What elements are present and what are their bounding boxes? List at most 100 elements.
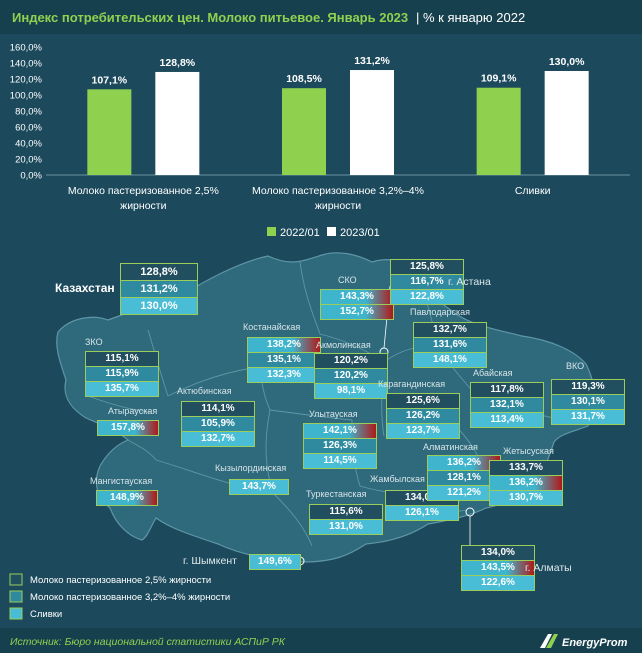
region-label-kostanay: Костанайская <box>243 322 301 332</box>
region-value: 135,1% <box>248 353 320 368</box>
region-label-aktobe: Актюбинская <box>177 386 232 396</box>
bar-2023-01-0 <box>155 71 200 175</box>
region-value: 135,7% <box>86 382 158 396</box>
country-value-1: 131,2% <box>121 281 197 298</box>
region-value: 114,1% <box>182 402 254 417</box>
region-label-zhambyl: Жамбылская <box>370 474 425 484</box>
region-value: 134,0% <box>462 546 534 561</box>
map-legend-label-1: Молоко пастеризованное 3,2%–4% жирности <box>30 592 230 603</box>
region-box-zko: 115,1% 115,9% 135,7% <box>85 351 159 397</box>
legend-swatch-2023 <box>327 227 336 236</box>
region-label-karaganda: Карагандинская <box>378 379 446 389</box>
region-value: 125,8% <box>391 260 463 275</box>
region-value: 126,3% <box>304 439 376 454</box>
legend-label-2023: 2023/01 <box>340 227 380 239</box>
bar-data-label: 107,1% <box>92 74 128 86</box>
region-box-almaty: 134,0% 143,5% 122,6% <box>461 545 535 591</box>
region-value: 105,9% <box>182 417 254 432</box>
region-label-zko: ЗКО <box>85 337 103 347</box>
region-box-aktobe: 114,1% 105,9% 132,7% <box>181 401 255 447</box>
bar-2022-01-1 <box>282 88 326 175</box>
region-box-abay: 117,8% 132,1% 113,4% <box>470 382 544 428</box>
region-box-sko: 143,3% 152,7% <box>320 289 394 320</box>
region-value: 119,3% <box>552 380 624 395</box>
region-value: 133,7% <box>490 461 562 476</box>
bar-data-label: 130,0% <box>549 56 585 68</box>
region-value: 130,7% <box>490 491 562 505</box>
bar-data-label: 109,1% <box>481 73 517 85</box>
y-tick-label: 20,0% <box>15 155 42 166</box>
region-label-almatinsk: Алматинская <box>423 442 478 452</box>
region-value: 132,3% <box>248 368 320 382</box>
region-value: 115,1% <box>86 352 158 367</box>
city-label-astana: г. Астана <box>448 276 491 288</box>
region-box-almatinsk: 136,2% 128,1% 121,2% <box>427 455 501 501</box>
legend-swatch-2022 <box>267 227 276 236</box>
y-tick-label: 40,0% <box>15 139 42 150</box>
region-value: 115,9% <box>86 367 158 382</box>
region-label-pavlodar: Павлодарская <box>410 307 470 317</box>
energyprom-logo-icon <box>540 634 558 648</box>
bar-data-label: 128,8% <box>160 57 196 69</box>
region-label-kyzylorda: Кызылординская <box>215 463 287 473</box>
region-value-shymkent: 149,6% <box>249 554 301 570</box>
region-label-ulytau: Улытауская <box>309 409 358 419</box>
region-value: 131,0% <box>310 520 382 534</box>
region-label-mangistau: Мангистауская <box>90 476 153 486</box>
region-label-turkestan: Туркестанская <box>306 489 367 499</box>
bar-2023-01-2 <box>544 71 589 175</box>
region-value: 128,1% <box>428 471 500 486</box>
region-value: 116,7% <box>391 275 463 290</box>
bar-2022-01-0 <box>87 89 132 175</box>
y-tick-label: 60,0% <box>15 123 42 134</box>
region-box-astana: 125,8% 116,7% 122,8% <box>390 259 464 305</box>
region-label-akmola: Акмолинская <box>316 340 371 350</box>
region-label-sko: СКО <box>338 275 357 285</box>
region-value: 132,7% <box>182 432 254 446</box>
bar-2023-01-1 <box>350 70 394 175</box>
region-value: 126,1% <box>386 506 458 520</box>
region-label-zhetysu: Жетысуская <box>503 446 554 456</box>
chart-subtitle: | % к январю 2022 <box>416 10 525 25</box>
region-box-turkestan: 115,6% 131,0% <box>309 504 383 535</box>
chart-title: Индекс потребительских цен. Молоко питье… <box>12 10 408 25</box>
y-tick-label: 0,0% <box>20 171 42 182</box>
bar-data-label: 108,5% <box>286 73 322 85</box>
y-tick-label: 100,0% <box>10 91 43 102</box>
region-label-vko: ВКО <box>566 361 585 371</box>
y-tick-label: 120,0% <box>10 75 43 86</box>
brand-text: EnergyProm <box>562 637 628 649</box>
region-value: 143,3% <box>321 290 393 305</box>
region-label-abay: Абайская <box>473 368 513 378</box>
map-legend-swatch-0 <box>9 573 23 586</box>
country-value-2: 130,0% <box>121 298 197 314</box>
region-value: 131,6% <box>414 338 486 353</box>
bar-data-label: 131,2% <box>354 55 390 67</box>
region-value: 138,2% <box>248 338 320 353</box>
region-box-pavlodar: 132,7% 131,6% 148,1% <box>413 322 487 368</box>
region-value: 120,2% <box>315 369 387 384</box>
region-value: 130,1% <box>552 395 624 410</box>
region-value-kyzylorda: 143,7% <box>229 479 289 495</box>
region-value: 152,7% <box>321 305 393 319</box>
region-box-kostanay: 138,2% 135,1% 132,3% <box>247 337 321 383</box>
region-value: 122,6% <box>462 576 534 590</box>
region-value: 123,7% <box>387 424 459 438</box>
country-box: 128,8% 131,2% 130,0% <box>120 263 198 315</box>
legend-label-2022: 2022/01 <box>280 227 320 239</box>
country-value-0: 128,8% <box>121 264 197 281</box>
footer-band <box>0 628 642 653</box>
region-box-akmola: 120,2% 120,2% 98,1% <box>314 353 388 399</box>
bar-2022-01-2 <box>476 87 521 175</box>
map-legend-swatch-1 <box>9 590 23 603</box>
category-label: Молоко пастеризованное 3,2%–4% жирности <box>251 185 424 212</box>
category-label: Сливки <box>514 185 551 197</box>
region-value: 126,2% <box>387 409 459 424</box>
header-band <box>0 0 642 34</box>
region-value: 131,7% <box>552 410 624 424</box>
country-label: Казахстан <box>55 281 115 295</box>
category-label: Молоко пастеризованное 2,5% жирности <box>67 185 219 212</box>
region-value: 125,6% <box>387 394 459 409</box>
y-tick-label: 160,0% <box>10 43 43 54</box>
map-legend-swatch-2 <box>9 607 23 620</box>
